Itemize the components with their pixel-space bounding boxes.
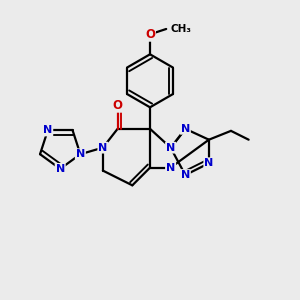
Text: N: N (166, 163, 175, 173)
Text: CH₃: CH₃ (171, 24, 192, 34)
Text: N: N (43, 125, 52, 136)
Text: N: N (166, 142, 175, 153)
Text: N: N (56, 164, 65, 174)
Text: N: N (204, 158, 214, 168)
Text: N: N (98, 142, 107, 153)
Text: N: N (76, 149, 85, 159)
Text: N: N (181, 170, 190, 180)
Text: O: O (145, 28, 155, 41)
Text: O: O (112, 99, 123, 112)
Text: N: N (181, 124, 190, 134)
